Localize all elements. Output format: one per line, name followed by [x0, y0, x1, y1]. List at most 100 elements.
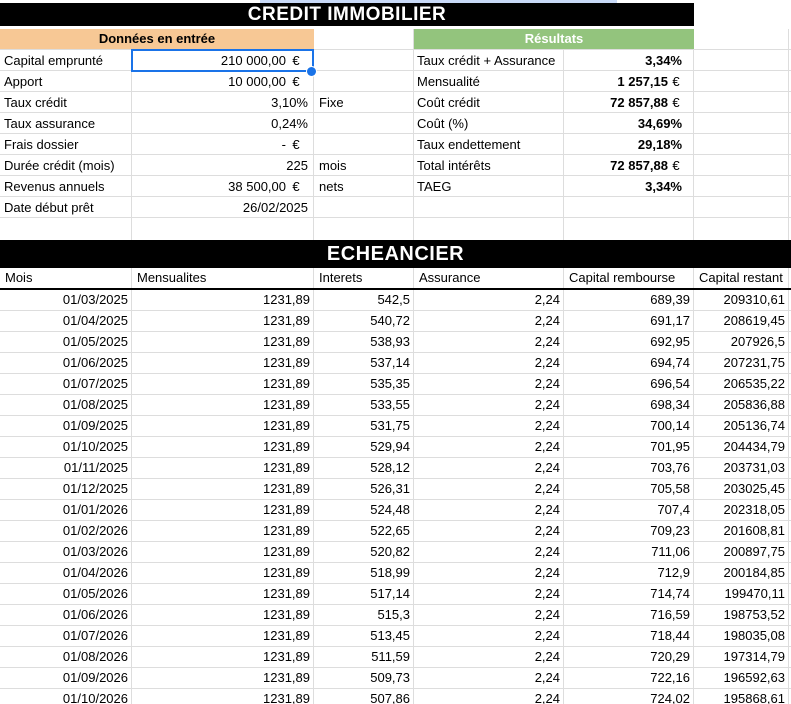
cell[interactable]: 718,44 [564, 626, 694, 646]
cell[interactable]: 696,54 [564, 374, 694, 394]
cell[interactable]: 509,73 [314, 668, 414, 688]
cell[interactable]: 694,74 [564, 353, 694, 373]
cell[interactable]: 515,3 [314, 605, 414, 625]
cell[interactable]: 2,24 [414, 521, 564, 541]
cell[interactable]: 01/10/2025 [0, 437, 132, 457]
cell[interactable]: 2,24 [414, 395, 564, 415]
column-header[interactable]: Mois [0, 268, 132, 288]
cell[interactable]: 1231,89 [132, 332, 314, 352]
cell[interactable]: 2,24 [414, 500, 564, 520]
cell-unit-suffix[interactable] [314, 50, 414, 71]
cell-unit-suffix[interactable] [314, 71, 414, 92]
cell-value[interactable]: - € [132, 134, 314, 155]
cell[interactable]: 720,29 [564, 647, 694, 667]
cell-unit-suffix[interactable]: Fixe [319, 95, 344, 110]
cell[interactable]: 714,74 [564, 584, 694, 604]
cell[interactable]: 520,82 [314, 542, 414, 562]
cell[interactable]: 526,31 [314, 479, 414, 499]
cell-value[interactable]: 72 857,88 € [564, 155, 694, 176]
cell[interactable]: 01/04/2025 [0, 311, 132, 331]
cell[interactable]: 698,34 [564, 395, 694, 415]
cell[interactable]: 01/01/2026 [0, 500, 132, 520]
cell-label[interactable]: Durée crédit (mois) [4, 158, 115, 173]
cell[interactable]: 01/06/2025 [0, 353, 132, 373]
cell[interactable]: 204434,79 [694, 437, 789, 457]
cell[interactable]: 1231,89 [132, 626, 314, 646]
cell[interactable]: 01/06/2026 [0, 605, 132, 625]
cell[interactable]: 711,06 [564, 542, 694, 562]
column-header[interactable]: Capital rembourse [564, 268, 694, 288]
cell[interactable]: 705,58 [564, 479, 694, 499]
cell[interactable]: 01/03/2025 [0, 290, 132, 310]
results-section-header[interactable]: Résultats [414, 29, 694, 49]
cell-label[interactable]: Date début prêt [4, 200, 94, 215]
cell[interactable]: 1231,89 [132, 311, 314, 331]
title-credit-immobilier[interactable]: CREDIT IMMOBILIER [0, 3, 694, 26]
cell-value[interactable]: 26/02/2025 [132, 197, 314, 218]
cell[interactable]: 200184,85 [694, 563, 789, 583]
cell-label[interactable]: Total intérêts [417, 158, 491, 173]
cell[interactable]: 196592,63 [694, 668, 789, 688]
cell[interactable]: 689,39 [564, 290, 694, 310]
cell[interactable]: 2,24 [414, 668, 564, 688]
column-header[interactable]: Assurance [414, 268, 564, 288]
cell[interactable]: 522,65 [314, 521, 414, 541]
cell-value[interactable]: 34,69% [564, 113, 694, 134]
cell[interactable]: 1231,89 [132, 290, 314, 310]
cell[interactable]: 01/05/2026 [0, 584, 132, 604]
cell[interactable]: 208619,45 [694, 311, 789, 331]
cell[interactable]: 2,24 [414, 437, 564, 457]
cell-label[interactable]: Taux crédit [4, 95, 67, 110]
cell[interactable]: 540,72 [314, 311, 414, 331]
cell[interactable]: 2,24 [414, 479, 564, 499]
cell[interactable]: 198753,52 [694, 605, 789, 625]
cell[interactable]: 716,59 [564, 605, 694, 625]
cell[interactable]: 511,59 [314, 647, 414, 667]
input-section-header[interactable]: Données en entrée [0, 29, 314, 49]
cell[interactable]: 1231,89 [132, 542, 314, 562]
cell-label[interactable]: Taux assurance [4, 116, 96, 131]
cell[interactable]: 1231,89 [132, 563, 314, 583]
cell[interactable]: 205836,88 [694, 395, 789, 415]
cell[interactable]: 542,5 [314, 290, 414, 310]
title-echeancier[interactable]: ECHEANCIER [0, 240, 791, 268]
cell[interactable]: 203025,45 [694, 479, 789, 499]
cell[interactable]: 1231,89 [132, 521, 314, 541]
cell-value[interactable]: 3,10% [132, 92, 314, 113]
cell[interactable]: 206535,22 [694, 374, 789, 394]
cell[interactable]: 203731,03 [694, 458, 789, 478]
cell[interactable]: 692,95 [564, 332, 694, 352]
cell-value[interactable]: 210 000,00 € [132, 50, 314, 71]
cell[interactable]: 1231,89 [132, 500, 314, 520]
cell[interactable]: 2,24 [414, 542, 564, 562]
cell[interactable]: 2,24 [414, 416, 564, 436]
cell[interactable]: 01/10/2026 [0, 689, 132, 704]
cell[interactable]: 2,24 [414, 584, 564, 604]
cell[interactable]: 195868,61 [694, 689, 789, 704]
cell[interactable]: 199470,11 [694, 584, 789, 604]
cell[interactable]: 529,94 [314, 437, 414, 457]
column-header[interactable]: Interets [314, 268, 414, 288]
cell[interactable]: 197314,79 [694, 647, 789, 667]
cell[interactable]: 691,17 [564, 311, 694, 331]
cell-value[interactable]: 72 857,88 € [564, 92, 694, 113]
column-header[interactable]: Capital restant [694, 268, 789, 288]
cell[interactable]: 524,48 [314, 500, 414, 520]
cell[interactable]: 507,86 [314, 689, 414, 704]
cell-label[interactable]: Revenus annuels [4, 179, 105, 194]
cell[interactable]: 707,4 [564, 500, 694, 520]
cell[interactable]: 537,14 [314, 353, 414, 373]
cell[interactable]: 2,24 [414, 458, 564, 478]
fill-handle[interactable] [307, 67, 316, 76]
cell-value[interactable]: 3,34% [564, 176, 694, 197]
cell[interactable]: 1231,89 [132, 584, 314, 604]
cell[interactable]: 700,14 [564, 416, 694, 436]
cell[interactable]: 202318,05 [694, 500, 789, 520]
cell[interactable]: 531,75 [314, 416, 414, 436]
cell[interactable]: 1231,89 [132, 668, 314, 688]
cell-value[interactable]: 1 257,15 € [564, 71, 694, 92]
cell[interactable]: 209310,61 [694, 290, 789, 310]
cell[interactable]: 01/07/2026 [0, 626, 132, 646]
cell[interactable]: 2,24 [414, 689, 564, 704]
cell[interactable]: 1231,89 [132, 416, 314, 436]
